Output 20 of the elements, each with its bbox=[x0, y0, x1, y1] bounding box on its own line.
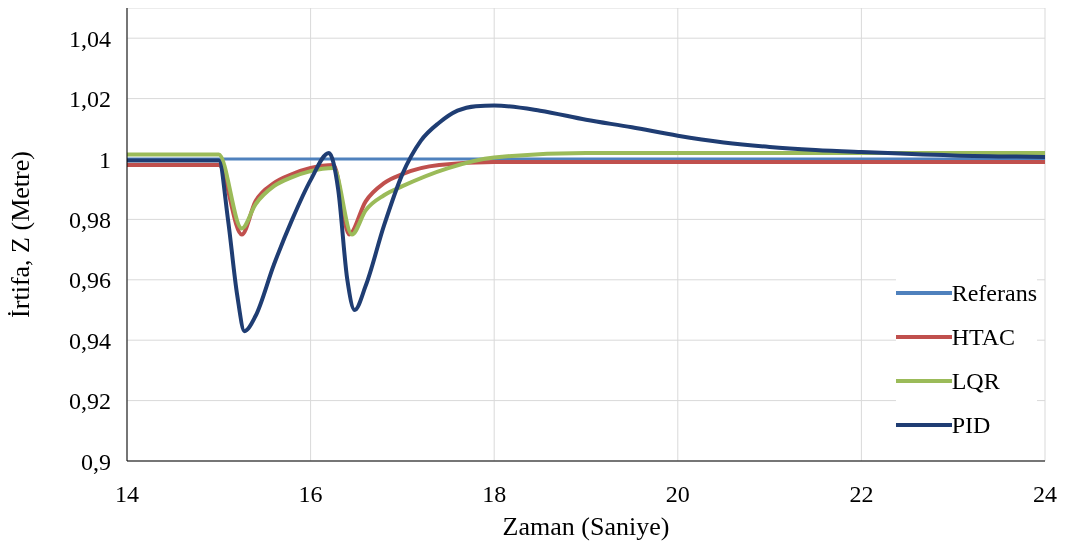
legend-label: LQR bbox=[951, 367, 1000, 395]
y-axis-title: İrtifa, Z (Metre) bbox=[6, 151, 36, 318]
y-tick-label: 0,9 bbox=[81, 448, 111, 475]
x-axis-title: Zaman (Saniye) bbox=[502, 512, 670, 541]
y-tick-label: 1,04 bbox=[69, 25, 111, 52]
x-tick-label: 16 bbox=[298, 481, 323, 508]
x-tick-label: 18 bbox=[482, 481, 507, 508]
x-tick-label: 24 bbox=[1033, 481, 1057, 508]
legend-label: Referans bbox=[951, 279, 1037, 307]
x-tick-label: 14 bbox=[115, 481, 139, 508]
y-tick-label: 0,94 bbox=[69, 327, 111, 354]
x-tick-label: 20 bbox=[665, 481, 690, 508]
y-tick-label: 0,96 bbox=[69, 267, 111, 294]
x-tick-label: 22 bbox=[849, 481, 874, 508]
y-tick-label: 1 bbox=[99, 146, 111, 173]
y-tick-label: 0,92 bbox=[69, 388, 111, 415]
y-tick-label: 1,02 bbox=[69, 86, 111, 113]
legend-label: HTAC bbox=[951, 323, 1016, 351]
y-tick-label: 0,98 bbox=[69, 206, 111, 233]
legend-label: PID bbox=[951, 411, 991, 439]
